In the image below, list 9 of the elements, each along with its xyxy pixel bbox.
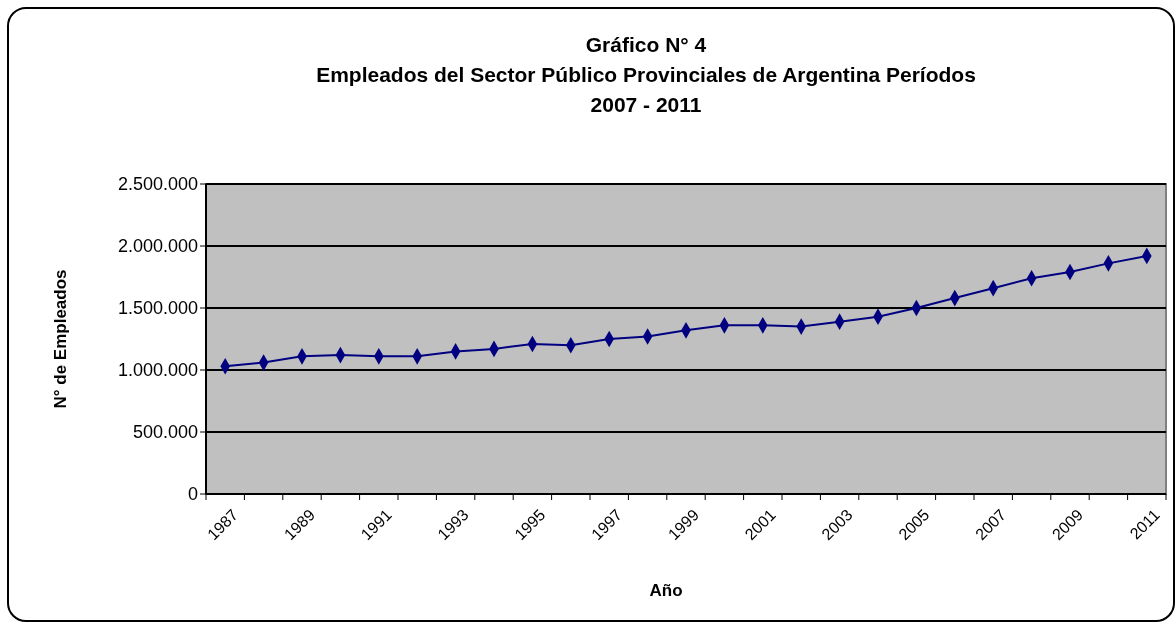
y-tick-label: 1.500.000	[117, 298, 198, 319]
y-tick-label: 1.000.000	[117, 360, 198, 381]
y-tick-label: 2.000.000	[117, 236, 198, 257]
y-tick-label: 500.000	[132, 422, 198, 443]
y-tick-label: 2.500.000	[117, 174, 198, 195]
y-axis-title: N° de Empleados	[51, 269, 70, 409]
y-tick-label: 0	[187, 484, 198, 505]
chart-title: Gráfico N° 4 Empleados del Sector Público Provinciales de Argentina Períodos 2007 - 2011	[316, 33, 976, 116]
x-axis-title: Año	[649, 581, 683, 600]
